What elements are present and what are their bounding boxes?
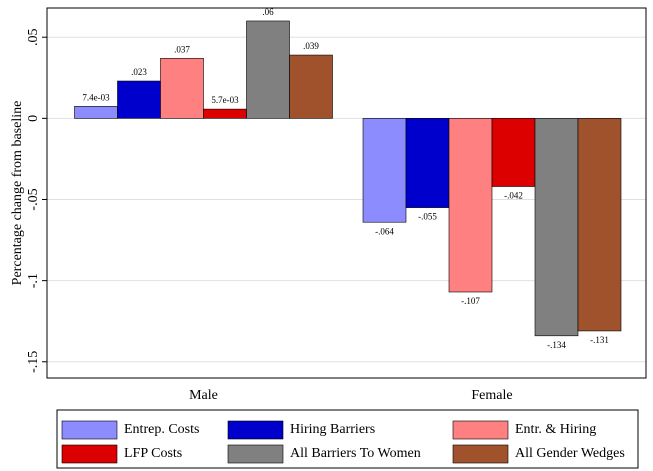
- legend-label: Entrep. Costs: [124, 422, 199, 437]
- legend-swatch: [227, 444, 284, 464]
- value-label: 5.7e-03: [211, 95, 239, 105]
- legend-label: All Gender Wedges: [515, 446, 625, 461]
- legend-swatch: [61, 420, 118, 440]
- value-label: -.107: [461, 296, 480, 306]
- plot-frame: [46, 7, 647, 379]
- y-tick-label: 0: [26, 115, 41, 122]
- bar: [74, 106, 118, 119]
- legend-swatch: [61, 444, 118, 464]
- bar: [203, 108, 247, 119]
- bar: [577, 118, 622, 332]
- bar: [160, 58, 204, 119]
- value-label: .037: [174, 44, 190, 54]
- bar: [448, 118, 493, 293]
- y-tick-label: -.15: [26, 351, 41, 373]
- x-tick-label: Male: [189, 388, 218, 403]
- value-label: .023: [131, 67, 147, 77]
- bar: [117, 80, 161, 119]
- value-label: -.134: [547, 340, 566, 350]
- legend-box: [56, 409, 639, 469]
- y-tick-label: .05: [26, 28, 41, 46]
- bar: [405, 118, 450, 208]
- bar: [362, 118, 407, 223]
- value-label: -.042: [504, 191, 523, 201]
- bar: [246, 20, 290, 119]
- value-label: 7.4e-03: [82, 92, 110, 102]
- legend-swatch: [452, 444, 509, 464]
- value-label: -.064: [375, 226, 394, 236]
- legend-swatch: [227, 420, 284, 440]
- bar: [534, 118, 579, 337]
- y-tick-label: -.1: [26, 273, 41, 288]
- legend-label: LFP Costs: [124, 446, 182, 461]
- x-tick-label: Female: [471, 388, 512, 403]
- value-label: -.131: [590, 335, 609, 345]
- bar: [289, 54, 333, 119]
- value-label: .06: [262, 7, 274, 17]
- y-axis-label: Percentage change from baseline: [10, 101, 25, 286]
- value-label: .039: [303, 41, 319, 51]
- y-tick-label: -.05: [26, 188, 41, 210]
- legend-label: All Barriers To Women: [290, 446, 421, 461]
- legend-label: Hiring Barriers: [290, 422, 375, 437]
- legend-swatch: [452, 420, 509, 440]
- bar: [491, 118, 536, 187]
- legend-label: Entr. & Hiring: [515, 422, 596, 437]
- value-label: -.055: [418, 212, 437, 222]
